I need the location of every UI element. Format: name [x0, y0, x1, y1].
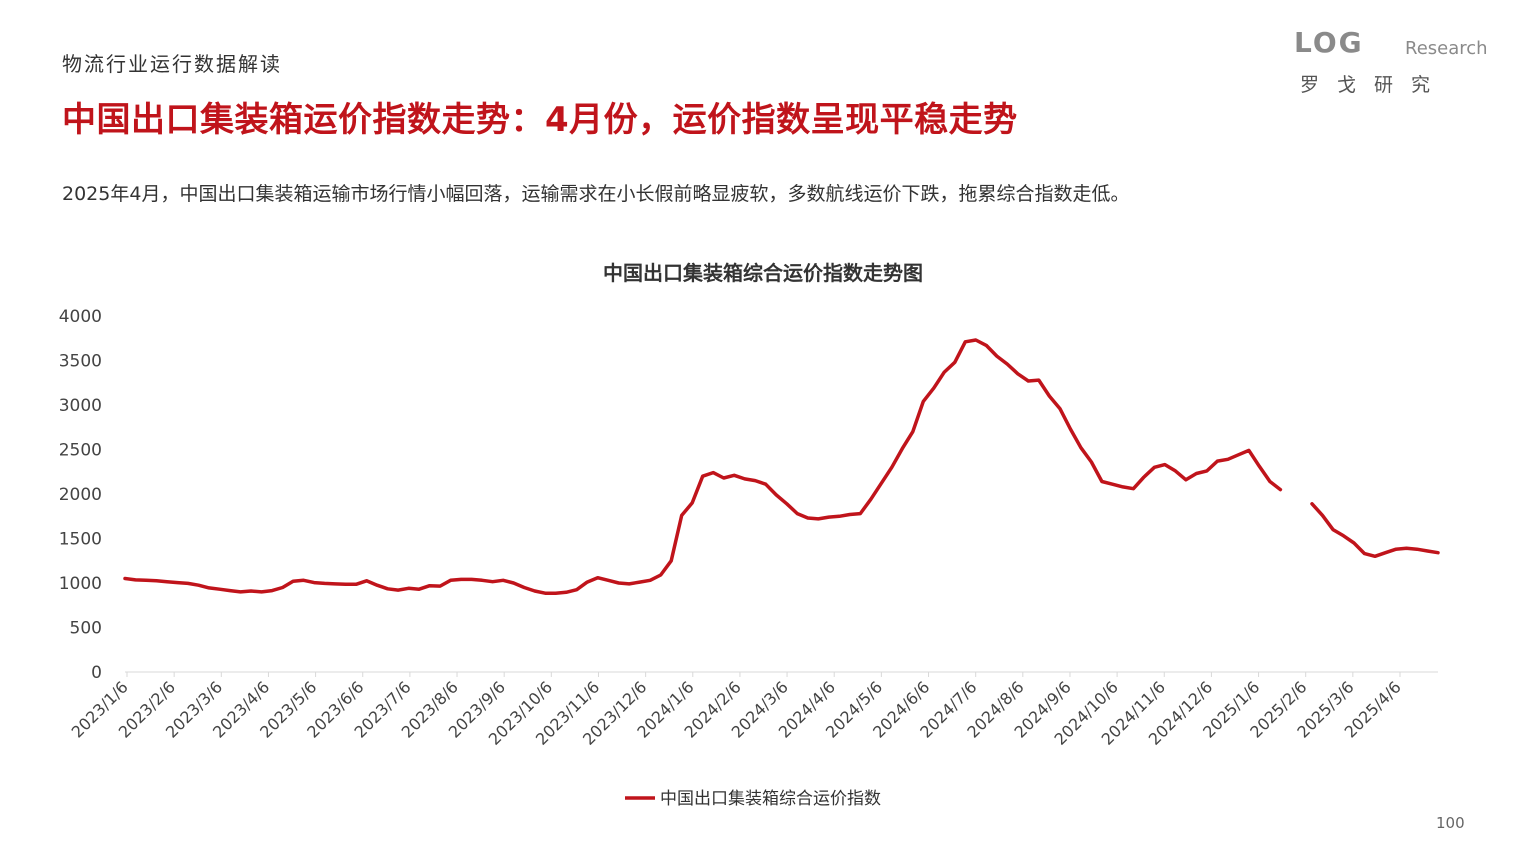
- chart-title: 中国出口集装箱综合运价指数走势图: [603, 261, 923, 285]
- y-tick-label: 500: [70, 619, 102, 639]
- y-tick-label: 2000: [59, 485, 102, 505]
- y-axis: 0 500 1000 1500 2000 2500 3000 3500 4000: [59, 307, 102, 683]
- series-layer: [123, 338, 1440, 595]
- y-tick-label: 2500: [59, 441, 102, 461]
- x-axis: 2023/1/62023/2/62023/3/62023/4/62023/5/6…: [68, 671, 1438, 749]
- legend-label: 中国出口集装箱综合运价指数: [660, 789, 881, 809]
- y-tick-label: 4000: [59, 307, 102, 327]
- logo-mark: LOG: [1294, 26, 1364, 59]
- page-title: 中国出口集装箱运价指数走势：4月份，运价指数呈现平稳走势: [62, 100, 1018, 140]
- summary-text: 2025年4月，中国出口集装箱运输市场行情小幅回落，运输需求在小长假前略显疲软，…: [62, 183, 1130, 205]
- y-tick-label: 3000: [59, 396, 102, 416]
- y-tick-label: 3500: [59, 352, 102, 372]
- page-number: 100: [1436, 814, 1465, 832]
- logo-chinese-name: 罗戈研究: [1300, 74, 1449, 96]
- y-tick-label: 1000: [59, 574, 102, 594]
- y-tick-label: 0: [91, 663, 102, 683]
- legend: 中国出口集装箱综合运价指数: [625, 789, 881, 809]
- y-tick-label: 1500: [59, 530, 102, 550]
- logo-research: Research: [1405, 38, 1488, 59]
- series-line: [123, 338, 1440, 595]
- section-label: 物流行业运行数据解读: [62, 52, 282, 76]
- logr-logo: LOG Research 罗戈研究: [1294, 26, 1488, 96]
